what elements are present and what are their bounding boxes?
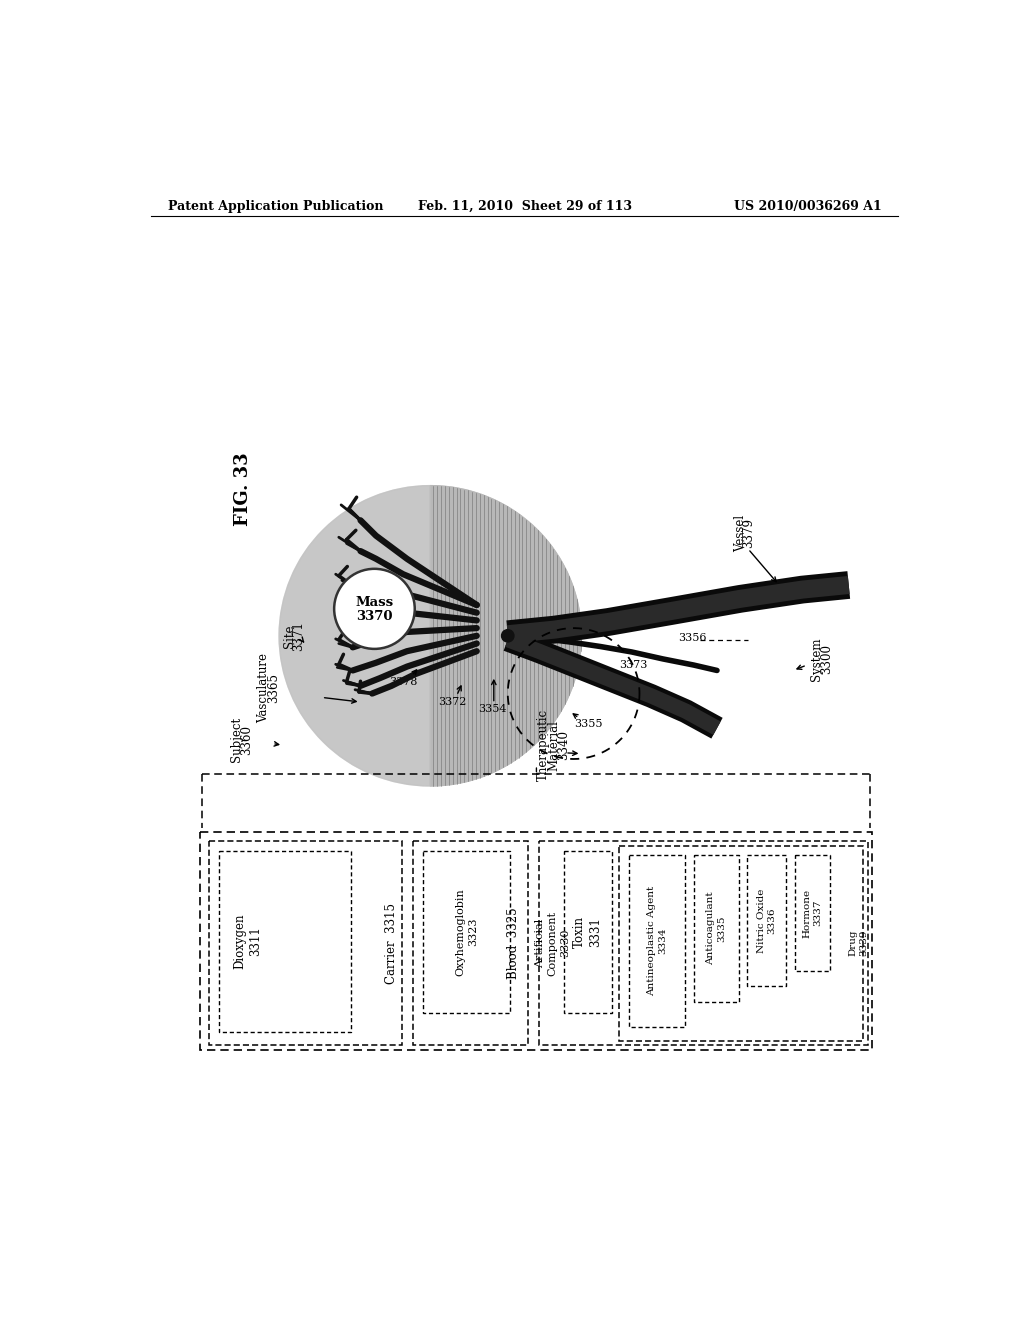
Text: 3354: 3354	[478, 704, 507, 714]
Bar	[414, 841, 528, 1045]
Text: Carrier  3315: Carrier 3315	[385, 903, 398, 983]
Text: Anticoagulant
3335: Anticoagulant 3335	[707, 891, 726, 965]
Text: Mass: Mass	[355, 597, 393, 610]
Bar	[423, 851, 510, 1014]
Text: FIG. 33: FIG. 33	[233, 453, 252, 527]
Text: Therapeutic: Therapeutic	[537, 709, 550, 781]
Bar	[693, 855, 738, 1002]
Bar	[795, 855, 830, 970]
Text: Dioxygen
3311: Dioxygen 3311	[233, 913, 262, 969]
Bar	[539, 841, 868, 1045]
Text: 3340: 3340	[557, 730, 570, 760]
Text: 3373: 3373	[620, 660, 647, 671]
Bar	[748, 855, 786, 986]
Text: Drug
3339: Drug 3339	[848, 929, 868, 956]
Polygon shape	[430, 486, 582, 785]
Text: Material: Material	[547, 719, 560, 771]
Bar	[209, 841, 401, 1045]
Text: Antineoplastic Agent
3334: Antineoplastic Agent 3334	[647, 886, 668, 995]
Text: Site: Site	[283, 624, 296, 648]
Bar	[200, 832, 872, 1051]
Text: Hormone
3337: Hormone 3337	[802, 888, 822, 937]
Circle shape	[502, 630, 514, 642]
Text: 3379: 3379	[742, 519, 756, 548]
Text: 3371: 3371	[292, 620, 305, 651]
Bar	[563, 851, 611, 1014]
Bar	[630, 855, 685, 1027]
Text: Nitric Oxide
3336: Nitric Oxide 3336	[757, 888, 776, 953]
Text: Blood  3325: Blood 3325	[508, 907, 520, 979]
Text: Toxin
3331: Toxin 3331	[573, 916, 602, 948]
Polygon shape	[280, 486, 430, 785]
Text: 3360: 3360	[240, 725, 253, 755]
Text: Artificial
Component
3330: Artificial Component 3330	[536, 911, 570, 975]
Text: Vasculature: Vasculature	[257, 653, 270, 723]
Text: 3356: 3356	[678, 634, 707, 643]
Text: 3300: 3300	[820, 644, 833, 675]
Circle shape	[334, 569, 415, 649]
Text: 3370: 3370	[356, 610, 392, 623]
Text: 3372: 3372	[438, 697, 466, 708]
Text: Oxyhemoglobin
3323: Oxyhemoglobin 3323	[456, 888, 478, 975]
Bar	[620, 846, 862, 1040]
Text: System: System	[810, 638, 822, 681]
Bar	[219, 851, 351, 1032]
Text: Vessel: Vessel	[734, 515, 748, 552]
Text: Patent Application Publication: Patent Application Publication	[168, 199, 384, 213]
Text: US 2010/0036269 A1: US 2010/0036269 A1	[733, 199, 882, 213]
Text: 3365: 3365	[267, 673, 281, 704]
Circle shape	[280, 486, 582, 785]
Text: Subject: Subject	[230, 717, 243, 763]
Text: 3355: 3355	[574, 719, 602, 730]
Text: 3378: 3378	[389, 677, 418, 686]
Text: Feb. 11, 2010  Sheet 29 of 113: Feb. 11, 2010 Sheet 29 of 113	[418, 199, 632, 213]
